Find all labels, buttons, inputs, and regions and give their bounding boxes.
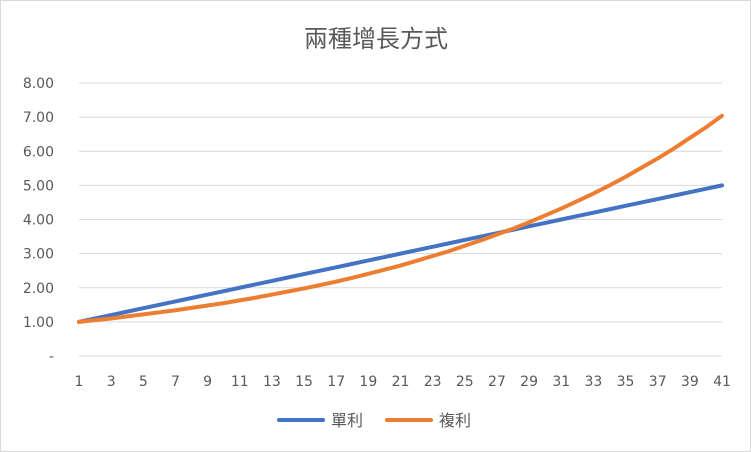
y-tick-label: 3.00 (23, 247, 54, 263)
y-tick-label: 6.00 (23, 144, 54, 160)
y-axis-ticks: - 1.00 2.00 3.00 4.00 5.00 6.00 7.00 8.00 (23, 76, 54, 365)
x-tick-label: 17 (327, 374, 345, 390)
x-axis-ticks: 1 3 5 7 9 11 13 15 17 19 21 23 25 27 29 31 33 35 37 39 41 (75, 374, 731, 390)
legend: 單利 複利 (277, 411, 471, 430)
x-tick-label: 33 (584, 374, 602, 390)
x-tick-label: 31 (552, 374, 570, 390)
series-line-1 (77, 183, 724, 324)
x-tick-label: 23 (424, 374, 442, 390)
x-tick-label: 9 (203, 374, 212, 390)
y-tick-label: - (49, 349, 54, 365)
x-tick-label: 15 (295, 374, 313, 390)
y-tick-label: 5.00 (23, 178, 54, 194)
x-tick-label: 39 (681, 374, 699, 390)
x-tick-label: 5 (139, 374, 148, 390)
x-tick-label: 35 (617, 374, 635, 390)
x-tick-label: 1 (75, 374, 84, 390)
x-tick-label: 11 (231, 374, 249, 390)
x-tick-label: 3 (107, 374, 116, 390)
legend-label-1: 單利 (331, 411, 363, 430)
series-lines (77, 113, 724, 324)
y-tick-label: 8.00 (23, 76, 54, 92)
x-tick-label: 7 (171, 374, 180, 390)
gridlines (79, 82, 722, 357)
x-tick-label: 13 (263, 374, 281, 390)
x-tick-label: 29 (520, 374, 538, 390)
chart-title: 兩種增長方式 (304, 25, 448, 53)
x-tick-label: 41 (713, 374, 731, 390)
x-tick-label: 19 (359, 374, 377, 390)
y-tick-label: 2.00 (23, 281, 54, 297)
x-tick-label: 27 (488, 374, 506, 390)
y-tick-label: 1.00 (23, 315, 54, 331)
x-tick-label: 37 (649, 374, 667, 390)
y-tick-label: 7.00 (23, 110, 54, 126)
legend-label-2: 複利 (439, 411, 471, 430)
y-tick-label: 4.00 (23, 213, 54, 229)
x-tick-label: 25 (456, 374, 474, 390)
x-tick-label: 21 (392, 374, 410, 390)
series-line-2 (77, 113, 724, 324)
